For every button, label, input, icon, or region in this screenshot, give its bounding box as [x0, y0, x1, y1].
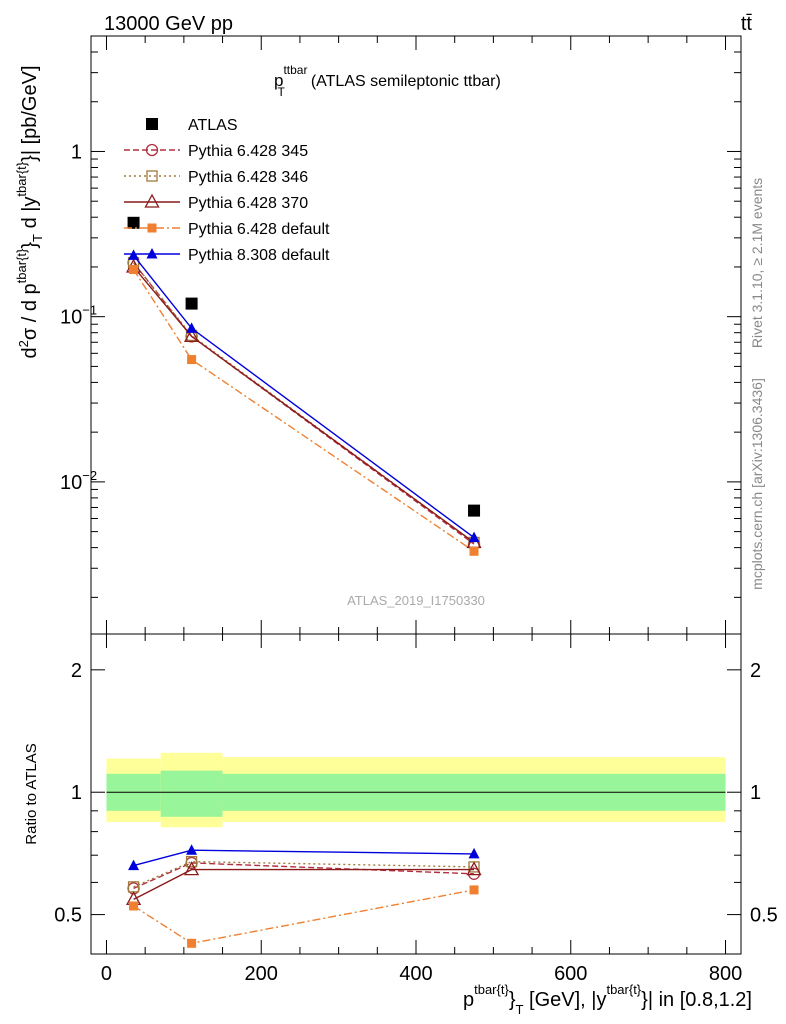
data-point-p6def [129, 901, 139, 911]
y-tick-label: 1 [71, 141, 82, 163]
legend-entry-p370: Pythia 6.428 370 [124, 193, 308, 212]
legend-entry-atlas: ATLAS [146, 117, 238, 134]
ratio-plot-area [125, 844, 482, 948]
data-point-p8def [468, 847, 480, 859]
data-point-p6def [187, 938, 197, 948]
data-point-p6def [469, 546, 479, 556]
data-point-atlas [185, 297, 198, 310]
inner-uncertainty-band [160, 770, 223, 817]
ratio-y-tick-labels: 0.5 0.5 1 1 2 2 [54, 660, 778, 927]
legend-entry-p345: Pythia 6.428 345 [124, 143, 308, 160]
energy-label: 13000 GeV pp [104, 13, 233, 35]
data-point-atlas [127, 216, 140, 229]
ratio-y-tick-label: 1 [71, 782, 82, 804]
data-point-p370 [184, 861, 200, 876]
series-line-p8def [133, 254, 475, 539]
x-tick-label: 400 [399, 963, 432, 985]
series-line-p6def [133, 269, 475, 552]
main-panel: 1 10−1 10−2 pttbar T(ATLAS semileptonic ttb… [14, 35, 742, 635]
data-point-p6def [187, 355, 197, 365]
data-point-p6def [129, 265, 139, 275]
x-tick-label: 800 [709, 963, 742, 985]
legend: ATLAS Pythia 6.428 345 Pythia 6.428 346 Pyt… [124, 117, 330, 264]
series-line-p345 [133, 862, 475, 890]
legend-label-p370: Pythia 6.428 370 [188, 195, 308, 212]
data-point-p8def [128, 859, 140, 871]
ratio-uncertainty-bands [106, 752, 726, 828]
y-tick-label: 10−1 [60, 303, 97, 329]
x-axis-label: ptbar{t}}T [GeV], |ytbar{t}}| in [0.8,1.… [463, 982, 752, 1017]
x-tick-label: 0 [101, 963, 112, 985]
ratio-frame [90, 633, 742, 955]
process-label: tt̄ [741, 13, 753, 35]
legend-entry-p6def: Pythia 6.428 default [124, 221, 330, 238]
rivet-version-label: Rivet 3.1.10, ≥ 2.1M events [749, 178, 765, 348]
ratio-panel: 0.5 0.51 12 2 0 200 400 600 800 Ratio to ATLAS … [23, 633, 778, 1017]
data-point-atlas [468, 504, 481, 517]
data-point-p346 [185, 855, 198, 868]
legend-entry-p8def: Pythia 8.308 default [124, 247, 330, 264]
x-tick-labels: 0 200 400 600 800 [101, 963, 742, 985]
legend-entry-p346: Pythia 6.428 346 [124, 169, 308, 186]
x-tick-label: 600 [554, 963, 587, 985]
ratio-y-tick-label: 0.5 [54, 905, 82, 927]
legend-marker-atlas [146, 118, 158, 130]
data-point-p370 [466, 861, 482, 876]
legend-marker-p345 [145, 143, 159, 157]
legend-marker-p370 [144, 193, 160, 208]
ratio-y-tick-label: 2 [71, 660, 82, 682]
legend-marker-p6def [147, 223, 157, 233]
legend-marker-p346 [146, 170, 158, 182]
series-line-p370 [133, 868, 474, 901]
data-point-p370 [184, 328, 200, 343]
main-plot-area [125, 216, 482, 556]
legend-label-p345: Pythia 6.428 345 [188, 143, 308, 160]
legend-label-p6def: Pythia 6.428 default [188, 221, 330, 238]
data-point-p6def [469, 885, 479, 895]
series-line-p6def [133, 889, 475, 945]
data-point-p8def [186, 322, 198, 333]
legend-label-p8def: Pythia 8.308 default [188, 247, 330, 264]
x-tick-label: 200 [245, 963, 278, 985]
ratio-y-tick-label-right: 1 [750, 782, 761, 804]
analysis-watermark: ATLAS_2019_I1750330 [347, 593, 485, 608]
data-point-p8def [186, 844, 198, 855]
main-y-axis-label: d2σ / d ptbar{t}}T d |ytbar{t}}| [pb/GeV… [14, 65, 45, 358]
series-line-p346 [133, 860, 475, 888]
y-tick-label: 10−2 [60, 468, 97, 494]
legend-label-p346: Pythia 6.428 346 [188, 169, 308, 186]
legend-marker-p8def [146, 248, 158, 259]
ratio-y-axis-label: Ratio to ATLAS [23, 743, 40, 844]
ratio-y-tick-label-right: 2 [750, 660, 761, 682]
main-y-tick-labels: 1 10−1 10−2 [60, 141, 97, 493]
ratio-ticks [91, 634, 741, 955]
data-point-p8def [468, 531, 480, 543]
ratio-y-tick-label-right: 0.5 [750, 905, 778, 927]
series-line-p370 [133, 266, 475, 543]
chart-title: pttbar T(ATLAS semileptonic ttbar) [274, 63, 501, 99]
mcplots-label: mcplots.cern.ch [arXiv:1306.3436] [749, 378, 765, 590]
series-line-p345 [133, 262, 475, 545]
legend-label-atlas: ATLAS [188, 117, 238, 134]
